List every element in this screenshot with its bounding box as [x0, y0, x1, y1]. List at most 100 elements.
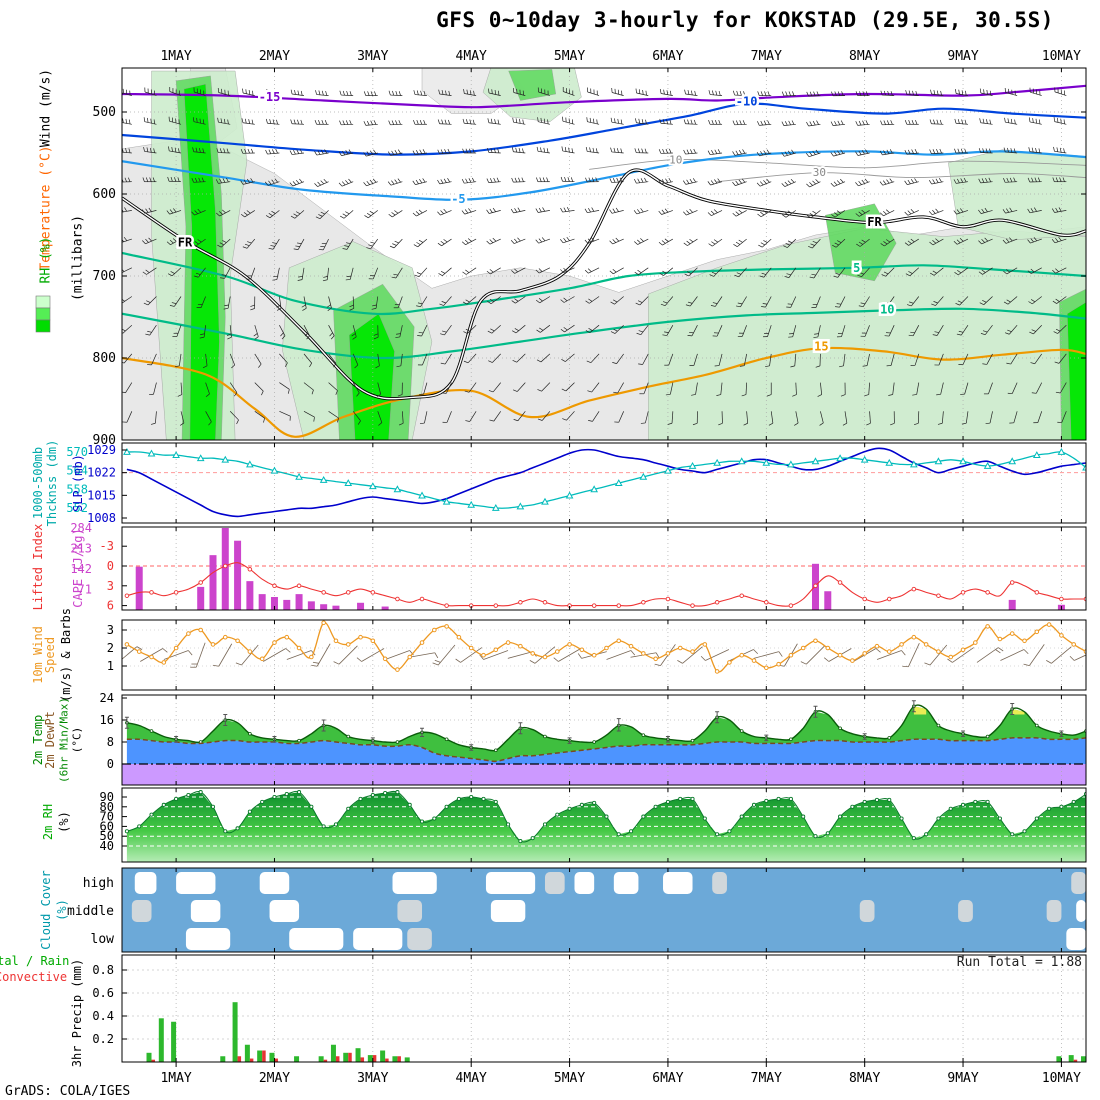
precip-bar-total: [1056, 1056, 1062, 1062]
precip-bar-convective: [1073, 1059, 1078, 1062]
tick-label: 0.6: [92, 986, 114, 1000]
tick-label: 8: [107, 735, 114, 749]
cape-bar: [332, 605, 340, 610]
dewpoint-area: [126, 737, 1086, 764]
contour-label: -5: [451, 192, 465, 206]
fr-label: FR: [867, 215, 882, 229]
cloud-row-label: high: [83, 876, 114, 891]
cape-bar: [246, 581, 254, 610]
cape-bar: [135, 566, 143, 610]
cloud-blob: [859, 900, 875, 922]
temp-contour: [122, 251, 1086, 316]
date-label-bottom: 3MAY: [357, 1071, 388, 1086]
cape-li-panel: [122, 527, 1086, 610]
tick-label: 1015: [87, 488, 116, 502]
precip-bar-total: [269, 1052, 275, 1062]
tick-label: 284: [70, 521, 92, 535]
contour-label: 5: [853, 261, 860, 275]
tick-label: 0: [107, 757, 114, 771]
rh-colorbar-swatch: [35, 307, 51, 321]
precip-bar-convective: [348, 1052, 352, 1062]
cloud-blob: [1046, 900, 1062, 922]
precip-bar-total: [392, 1056, 398, 1062]
dewpoint-line: [126, 737, 1086, 763]
cloud-blob: [185, 928, 231, 950]
contour-label: 15: [814, 340, 828, 354]
tick-label: 0: [107, 559, 114, 573]
precip-bar-total: [171, 1021, 177, 1062]
cloud-blob: [958, 900, 973, 922]
tick-label: 142: [70, 562, 92, 576]
contour-label: 10: [880, 303, 894, 317]
cloud-blob: [1071, 872, 1086, 894]
lifted-index-line: [126, 562, 1086, 607]
date-label-bottom: 1MAY: [160, 1071, 191, 1086]
cloud-blob: [1076, 900, 1086, 922]
precip-bar-convective: [274, 1058, 278, 1062]
temp-line: [126, 704, 1086, 752]
cape-bar: [234, 540, 242, 610]
tick-label: 564: [66, 464, 88, 478]
chart-title: GFS 0~10day 3-hourly for KOKSTAD (29.5E,…: [436, 8, 1054, 32]
slp-thickness-panel: [122, 443, 1086, 523]
tick-label: 60: [100, 819, 114, 833]
panel-border: [121, 954, 1087, 1063]
precip-bar-convective: [335, 1056, 340, 1062]
cloud-row-label: low: [91, 932, 115, 947]
contour-label: -15: [259, 90, 281, 104]
precip-bar-total: [1081, 1056, 1086, 1062]
upper-air-panel: [122, 68, 1086, 440]
tick-label: 3: [107, 623, 114, 637]
cape-bar: [197, 586, 205, 610]
tick-label: 16: [100, 713, 114, 727]
tick-label: 900: [93, 433, 116, 448]
precip-bar-convective: [249, 1058, 254, 1062]
rh-colorbar-swatch: [35, 319, 51, 333]
precip-panel: [122, 955, 1086, 1062]
cloud-blob: [407, 928, 432, 950]
temp-contour: [122, 307, 1086, 360]
cloud-row-label: middle: [67, 904, 114, 919]
cloud-blob: [190, 900, 221, 922]
rh-contour: [589, 158, 1086, 170]
cape-bar: [295, 594, 303, 610]
tick-label: 800: [93, 351, 116, 366]
precip-bar-convective: [360, 1057, 365, 1062]
cloud-blob: [397, 900, 423, 922]
contour-label: 10: [669, 154, 682, 167]
cape-bar: [357, 602, 365, 610]
precip-bar-total: [318, 1056, 324, 1062]
tick-label: 71: [78, 583, 92, 597]
cloud-blob: [259, 872, 290, 894]
subzero-band: [122, 764, 1086, 785]
tick-label: 700: [93, 269, 116, 284]
date-label-top: 10MAY: [1042, 49, 1081, 64]
temp-contour: [122, 150, 1086, 201]
tick-label: -3: [100, 539, 114, 553]
cloud-blob: [574, 872, 595, 894]
tick-label: 552: [66, 501, 88, 515]
cloud-blob: [613, 872, 639, 894]
date-label-top: 7MAY: [751, 49, 782, 64]
contour-label: -10: [736, 94, 758, 108]
panel-border: [121, 867, 1087, 953]
cape-bar: [824, 591, 832, 610]
tick-label: 1: [107, 659, 114, 673]
precip-bar-total: [367, 1055, 373, 1062]
slp-line: [126, 447, 1086, 518]
date-label-top: 2MAY: [259, 49, 290, 64]
warm-cap: [913, 706, 927, 715]
fr-label: FR: [178, 235, 193, 249]
date-label-top: 9MAY: [947, 49, 978, 64]
tick-label: 600: [93, 187, 116, 202]
temp-contour: [122, 346, 1086, 438]
tick-label: 24: [100, 691, 114, 705]
precip-bar-total: [1068, 1055, 1074, 1062]
cloud-blob: [1066, 928, 1086, 950]
precip-bar-total: [158, 1018, 164, 1062]
precip-bar-convective: [372, 1055, 377, 1062]
rh-colorbar-swatch: [35, 295, 51, 309]
tick-label: 0.2: [92, 1032, 114, 1046]
